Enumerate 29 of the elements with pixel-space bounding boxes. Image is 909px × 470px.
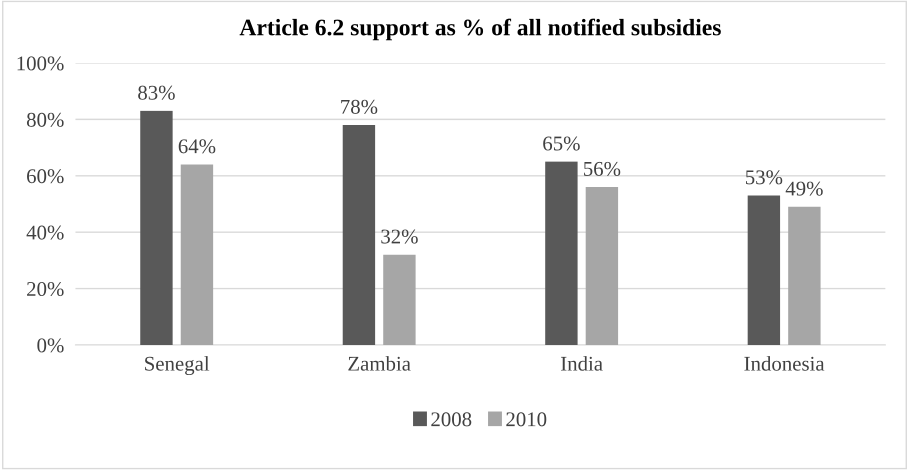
- x-tick-label: India: [560, 356, 603, 371]
- data-label: 53%: [746, 170, 782, 184]
- bar: [586, 187, 618, 345]
- x-tick-label: Zambia: [348, 356, 411, 371]
- bar: [342, 125, 376, 345]
- y-tick-label: 80%: [26, 112, 64, 127]
- bar: [545, 162, 578, 345]
- data-label: 65%: [543, 136, 580, 151]
- x-tick-label: Indonesia: [744, 356, 824, 371]
- legend-label: 2010: [506, 412, 546, 426]
- bar: [180, 164, 214, 345]
- data-label: 78%: [341, 100, 378, 114]
- y-tick-label: 0%: [37, 338, 64, 352]
- y-tick-label: 100%: [18, 56, 64, 70]
- data-label: 32%: [381, 230, 418, 244]
- data-label: 49%: [786, 182, 823, 196]
- bar: [748, 196, 780, 345]
- chart-title: Article 6.2 support as % of all notified subsidies: [240, 18, 721, 40]
- data-label: 56%: [584, 162, 620, 176]
- x-tick-label: Senegal: [145, 356, 210, 376]
- legend-label: 2008: [431, 412, 472, 426]
- data-label: 64%: [178, 139, 216, 154]
- bar: [788, 206, 821, 345]
- y-tick-label: 20%: [27, 282, 64, 296]
- y-tick-label: 40%: [26, 226, 64, 240]
- data-label: 83%: [138, 86, 175, 100]
- bar: [140, 110, 173, 345]
- y-tick-label: 60%: [27, 169, 64, 184]
- bar: [383, 254, 416, 345]
